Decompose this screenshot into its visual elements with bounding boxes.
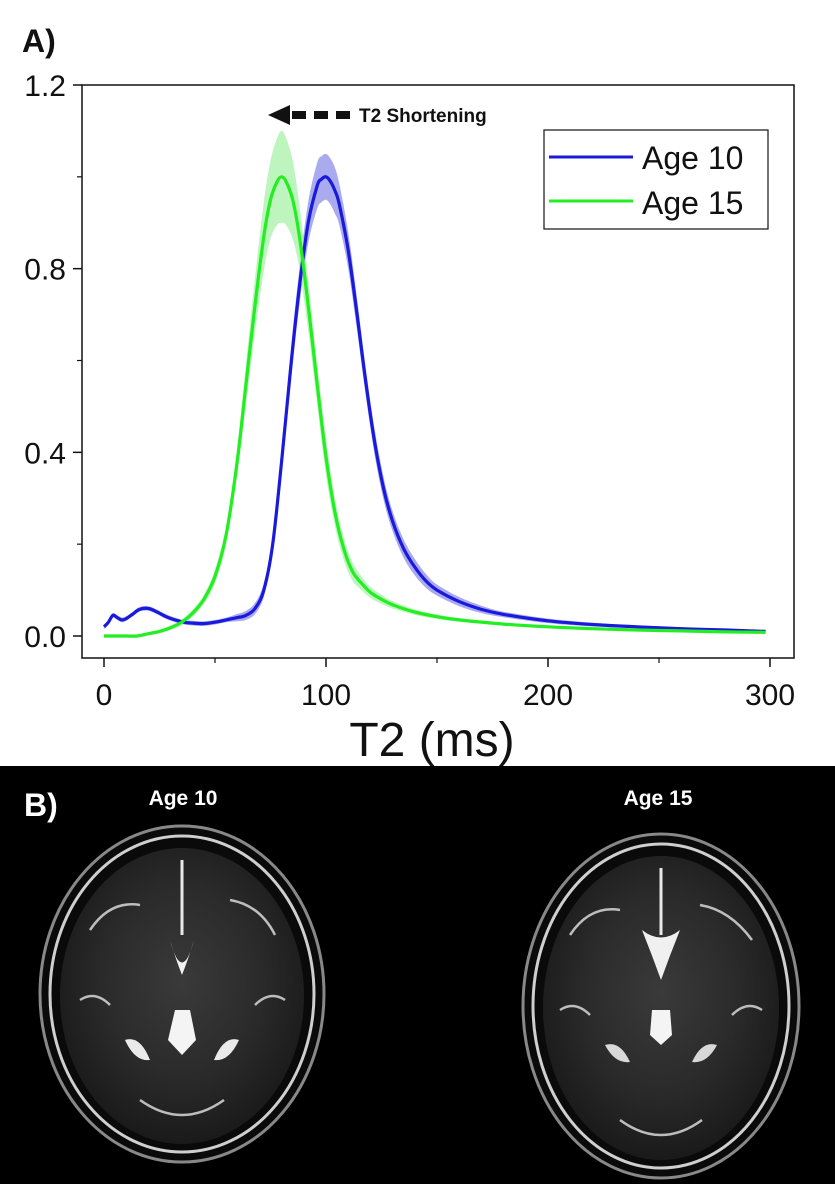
skull-inner-rim xyxy=(531,842,791,1170)
sulci-highlights xyxy=(559,903,763,1137)
x-tick-label: 300 xyxy=(745,679,795,712)
ventricle-horn-left xyxy=(125,1039,150,1061)
ventricle-third xyxy=(650,1010,672,1045)
x-axis-title: T2 (ms) xyxy=(349,714,514,767)
t2-shortening-annotation: T2 Shortening xyxy=(268,105,487,127)
ventricle-frontal xyxy=(642,930,680,980)
annotation-text: T2 Shortening xyxy=(359,106,487,127)
y-tick-label: 0.0 xyxy=(24,621,66,654)
panel-b-label: B) xyxy=(24,787,58,823)
mri-label-age-15: Age 15 xyxy=(624,787,693,810)
mri-label-age-10: Age 10 xyxy=(149,787,218,810)
mri-image-age-10: Age 10 xyxy=(38,787,326,1164)
series-line-age-15 xyxy=(104,175,766,638)
arrow-head-icon xyxy=(268,105,290,125)
y-tick-label: 1.2 xyxy=(24,70,66,103)
legend-label-age-10: Age 10 xyxy=(642,140,743,176)
ventricle-horn-left xyxy=(605,1044,630,1063)
sulci-highlights xyxy=(79,898,286,1117)
ventricle-horn-right xyxy=(692,1044,717,1063)
legend: Age 10 Age 15 xyxy=(543,129,769,230)
mri-image-age-15: Age 15 xyxy=(521,787,801,1180)
panel-a-label: A) xyxy=(22,23,56,59)
x-tick-label: 100 xyxy=(301,679,351,712)
series-lines xyxy=(102,175,766,638)
legend-box xyxy=(543,129,769,230)
y-tick-label: 0.4 xyxy=(24,437,66,470)
x-tick-label: 0 xyxy=(96,679,113,712)
ventricle-third xyxy=(168,1010,196,1055)
x-tick-label: 200 xyxy=(523,679,573,712)
y-tick-label: 0.8 xyxy=(24,254,66,287)
skull-inner-rim xyxy=(48,834,316,1154)
series-line-age-10 xyxy=(102,175,766,633)
brain-tissue xyxy=(543,856,779,1160)
plot-frame xyxy=(81,84,795,659)
ventricle-horn-right xyxy=(214,1039,239,1061)
legend-label-age-15: Age 15 xyxy=(642,185,743,221)
arrow-dash xyxy=(314,111,328,119)
arrow-dash xyxy=(336,111,350,119)
axis-ticks: 0 100 200 300 0.0 0.4 0.8 1.2 xyxy=(24,70,795,712)
arrow-dash xyxy=(292,111,306,119)
ventricle-frontal xyxy=(170,940,194,975)
brain-tissue xyxy=(60,848,304,1144)
